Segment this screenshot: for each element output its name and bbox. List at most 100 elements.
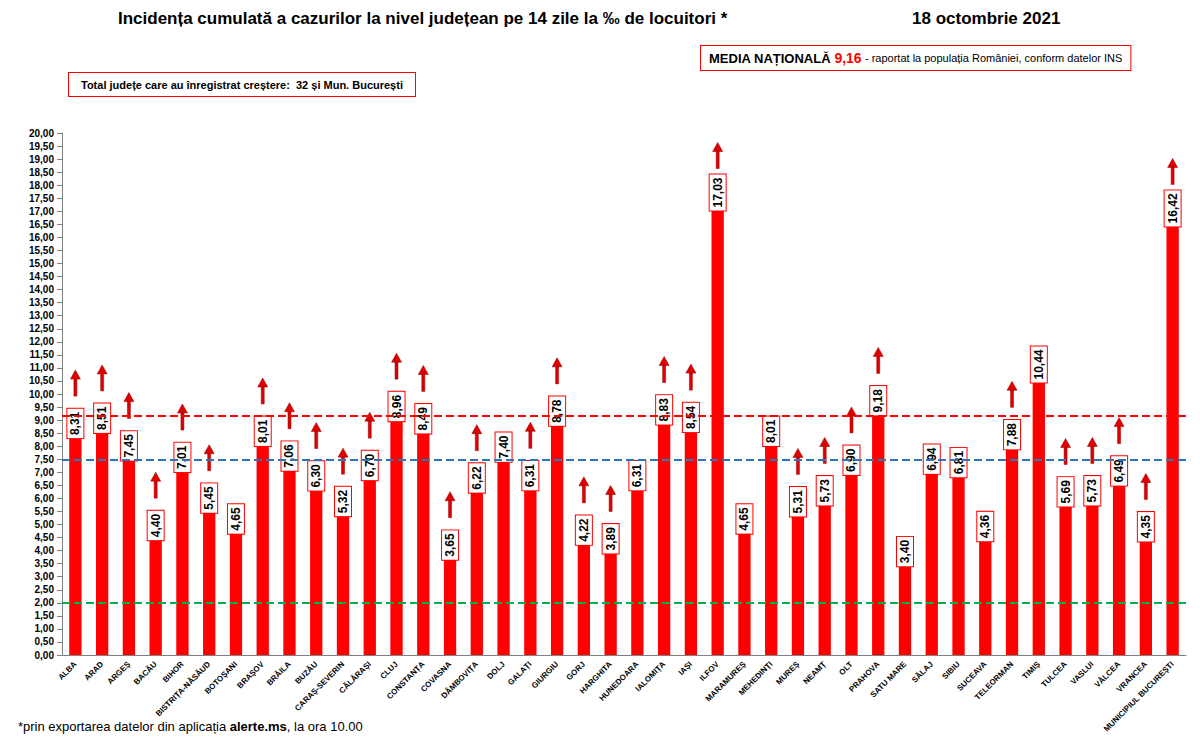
svg-text:BACĂU: BACĂU [132, 660, 159, 687]
svg-text:DOLJ: DOLJ [485, 660, 506, 681]
svg-text:MEDIA NAȚIONALĂ: MEDIA NAȚIONALĂ [709, 51, 831, 66]
svg-text:*prin exportarea datelor din a: *prin exportarea datelor din aplicația [18, 719, 230, 734]
svg-text:7,45: 7,45 [122, 434, 136, 458]
svg-text:2,50: 2,50 [35, 584, 55, 595]
svg-text:VASLUI: VASLUI [1069, 660, 1096, 687]
svg-text:6,22: 6,22 [470, 466, 484, 490]
svg-text:19,50: 19,50 [29, 141, 54, 152]
svg-text:5,50: 5,50 [35, 506, 55, 517]
svg-text:BUZĂU: BUZĂU [293, 660, 319, 686]
svg-text:6,50: 6,50 [35, 480, 55, 491]
svg-text:15,00: 15,00 [29, 258, 54, 269]
svg-text:4,50: 4,50 [35, 532, 55, 543]
svg-text:TELEORMAN: TELEORMAN [973, 660, 1015, 702]
svg-text:17,00: 17,00 [29, 206, 54, 217]
svg-text:GORJ: GORJ [565, 660, 587, 682]
svg-text:ILFOV: ILFOV [698, 659, 721, 682]
svg-text:4,35: 4,35 [1139, 515, 1153, 539]
svg-text:BRĂILA: BRĂILA [265, 660, 293, 688]
svg-text:BRAȘOV: BRAȘOV [235, 659, 266, 690]
svg-text:Total județe care au înregistr: Total județe care au înregistrat creșter… [81, 79, 403, 91]
svg-text:9,50: 9,50 [35, 402, 55, 413]
svg-text:6,00: 6,00 [35, 493, 55, 504]
svg-text:14,00: 14,00 [29, 284, 54, 295]
svg-text:TIMIȘ: TIMIȘ [1021, 659, 1043, 681]
svg-text:MUNICIPIUL BUCUREȘTI: MUNICIPIUL BUCUREȘTI [1102, 660, 1176, 734]
svg-text:18,00: 18,00 [29, 180, 54, 191]
svg-text:7,40: 7,40 [497, 435, 511, 459]
svg-text:3,89: 3,89 [604, 527, 618, 551]
svg-text:11,00: 11,00 [30, 362, 55, 373]
svg-text:9,18: 9,18 [871, 389, 885, 413]
svg-text:7,00: 7,00 [35, 467, 55, 478]
svg-text:CLUJ: CLUJ [379, 660, 400, 681]
svg-text:8,49: 8,49 [416, 407, 430, 431]
svg-text:10,00: 10,00 [29, 389, 54, 400]
svg-text:6,70: 6,70 [363, 453, 377, 477]
svg-text:0,00: 0,00 [35, 650, 55, 661]
svg-text:ALBA: ALBA [57, 660, 79, 682]
svg-text:CARAȘ-SEVERIN: CARAȘ-SEVERIN [293, 660, 346, 713]
svg-text:SĂLAJ: SĂLAJ [910, 660, 935, 685]
svg-text:, la ora 10.00: , la ora 10.00 [287, 719, 363, 734]
svg-text:16,50: 16,50 [29, 219, 54, 230]
svg-text:12,00: 12,00 [29, 336, 54, 347]
svg-text:CĂLĂRAȘI: CĂLĂRAȘI [337, 660, 373, 696]
svg-text:5,73: 5,73 [818, 479, 832, 503]
svg-text:CONSTANȚA: CONSTANȚA [385, 660, 427, 702]
svg-text:7,01: 7,01 [175, 445, 189, 469]
svg-text:SATU MARE: SATU MARE [869, 659, 909, 699]
svg-text:MUREȘ: MUREȘ [774, 659, 801, 686]
svg-text:DÂMBOVIȚA: DÂMBOVIȚA [439, 660, 480, 701]
svg-text:6,31: 6,31 [523, 464, 537, 488]
svg-text:9,16: 9,16 [834, 50, 861, 66]
svg-text:4,65: 4,65 [737, 507, 751, 531]
svg-text:8,01: 8,01 [256, 419, 270, 443]
svg-text:BIHOR: BIHOR [161, 660, 186, 685]
svg-text:15,50: 15,50 [29, 245, 54, 256]
svg-text:IAȘI: IAȘI [677, 660, 694, 677]
svg-text:8,96: 8,96 [390, 394, 404, 418]
svg-text:19,00: 19,00 [29, 154, 54, 165]
svg-text:OLT: OLT [837, 660, 854, 677]
svg-text:8,54: 8,54 [684, 405, 698, 429]
svg-text:18,50: 18,50 [29, 167, 54, 178]
svg-text:8,31: 8,31 [68, 411, 82, 435]
svg-text:MEHEDINȚI: MEHEDINȚI [737, 660, 774, 697]
svg-text:3,40: 3,40 [898, 540, 912, 564]
svg-text:7,50: 7,50 [35, 454, 55, 465]
svg-text:16,00: 16,00 [29, 232, 54, 243]
svg-text:IALOMIȚA: IALOMIȚA [634, 660, 668, 694]
svg-text:6,81: 6,81 [952, 451, 966, 475]
svg-text:8,51: 8,51 [95, 406, 109, 430]
svg-text:HUNEDOARA: HUNEDOARA [597, 660, 640, 703]
svg-text:2,00: 2,00 [35, 597, 55, 608]
svg-text:GIURGIU: GIURGIU [530, 660, 561, 691]
svg-text:12,50: 12,50 [29, 323, 54, 334]
svg-text:5,69: 5,69 [1059, 480, 1073, 504]
svg-text:5,45: 5,45 [202, 486, 216, 510]
svg-text:8,78: 8,78 [550, 399, 564, 423]
svg-text:7,88: 7,88 [1005, 423, 1019, 447]
svg-text:4,00: 4,00 [35, 545, 55, 556]
svg-text:BOTOȘANI: BOTOȘANI [203, 660, 239, 696]
svg-text:4,36: 4,36 [978, 515, 992, 539]
svg-text:10,50: 10,50 [29, 375, 54, 386]
svg-text:14,50: 14,50 [29, 271, 54, 282]
svg-text:8,00: 8,00 [35, 441, 55, 452]
svg-text:20,00: 20,00 [29, 128, 54, 139]
svg-text:4,65: 4,65 [229, 507, 243, 531]
svg-text:5,32: 5,32 [336, 489, 350, 513]
svg-text:TULCEA: TULCEA [1039, 660, 1068, 689]
svg-text:5,31: 5,31 [791, 490, 805, 514]
svg-text:16,42: 16,42 [1166, 193, 1180, 223]
svg-text:5,00: 5,00 [35, 519, 55, 530]
svg-text:SIBIU: SIBIU [940, 660, 962, 682]
svg-text:3,50: 3,50 [35, 558, 55, 569]
svg-text:ARGEȘ: ARGEȘ [106, 659, 133, 686]
svg-text:1,50: 1,50 [35, 610, 55, 621]
svg-text:8,83: 8,83 [657, 398, 671, 422]
svg-text:17,03: 17,03 [711, 177, 725, 207]
svg-text:NEAMȚ: NEAMȚ [801, 660, 828, 687]
svg-text:3,65: 3,65 [443, 533, 457, 557]
